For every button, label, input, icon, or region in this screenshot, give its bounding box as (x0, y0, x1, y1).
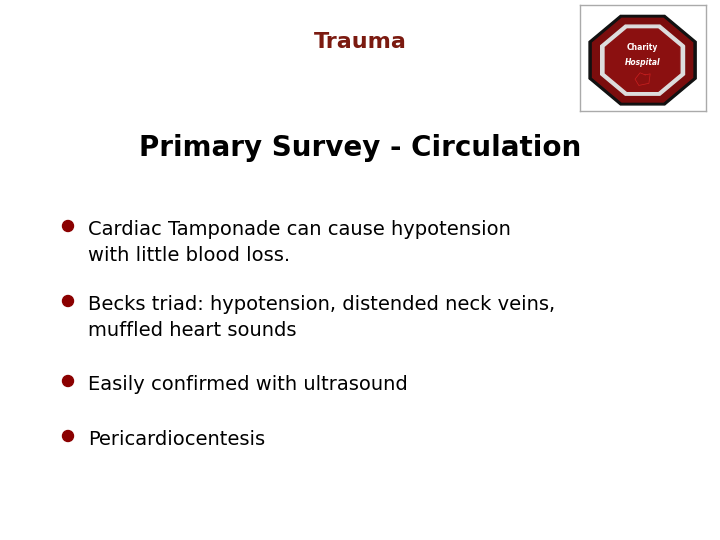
Circle shape (63, 430, 73, 442)
Circle shape (63, 375, 73, 387)
Circle shape (63, 295, 73, 307)
Text: Easily confirmed with ultrasound: Easily confirmed with ultrasound (88, 375, 408, 394)
Polygon shape (606, 29, 680, 91)
Text: Primary Survey - Circulation: Primary Survey - Circulation (139, 134, 581, 162)
Polygon shape (589, 16, 696, 105)
Polygon shape (593, 18, 693, 102)
Text: Trauma: Trauma (314, 32, 406, 52)
Text: Pericardiocentesis: Pericardiocentesis (88, 430, 265, 449)
Circle shape (63, 220, 73, 232)
Text: Cardiac Tamponade can cause hypotension
with little blood loss.: Cardiac Tamponade can cause hypotension … (88, 220, 511, 265)
Text: Hospital: Hospital (625, 58, 660, 67)
Text: Becks triad: hypotension, distended neck veins,
muffled heart sounds: Becks triad: hypotension, distended neck… (88, 295, 555, 340)
Text: Charity: Charity (627, 43, 658, 52)
Polygon shape (600, 25, 685, 95)
